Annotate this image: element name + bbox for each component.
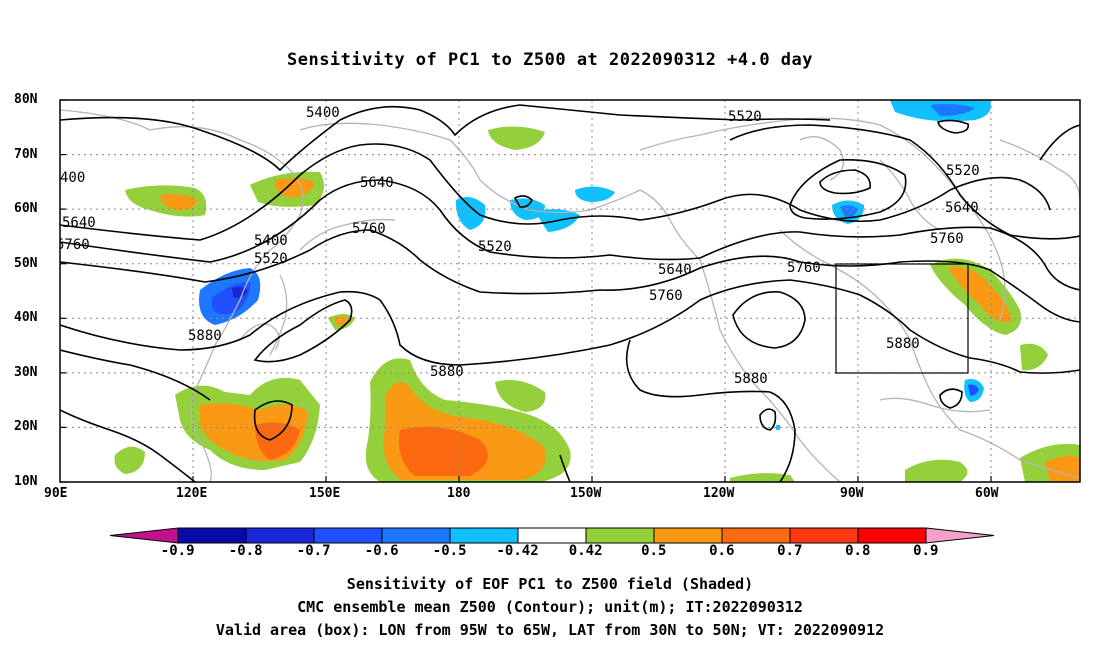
axis-ticks <box>60 99 992 483</box>
contour-label: 5640 <box>658 262 692 278</box>
colorbar-tick-label: 0.6 <box>709 543 735 559</box>
contour-label: 5640 <box>360 175 394 191</box>
colorbar-cell <box>653 527 723 544</box>
colorbar-cell <box>381 527 451 544</box>
contour-label: 5400 <box>254 233 288 249</box>
colorbar-tick-label: 0.5 <box>641 543 667 559</box>
lon-label: 150W <box>570 486 602 501</box>
colorbar-over-triangle <box>925 527 995 544</box>
lon-label: 90W <box>840 486 864 501</box>
lat-label: 10N <box>14 474 38 489</box>
shaded-sensitivity <box>114 100 1080 482</box>
colorbar-tick-label: -0.42 <box>496 543 539 559</box>
colorbar-cell <box>313 527 383 544</box>
lat-label: 50N <box>14 256 38 271</box>
colorbar-cell <box>517 527 587 544</box>
contour-label: 5760 <box>787 260 821 276</box>
contour-label: 5760 <box>930 231 964 247</box>
colorbar-cells <box>109 527 995 544</box>
contour-label: 5760 <box>352 221 386 237</box>
contour-label: 5520 <box>728 109 762 125</box>
map-title: Sensitivity of PC1 to Z500 at 2022090312… <box>286 50 813 70</box>
contour-label: 5400 <box>306 105 340 121</box>
contour-label: 5880 <box>734 371 768 387</box>
colorbar-cell <box>585 527 655 544</box>
colorbar-tick-label: 0.8 <box>845 543 871 559</box>
lat-label: 40N <box>14 310 38 325</box>
lon-label: 60W <box>975 486 999 501</box>
contour-label: 5640 <box>62 215 96 231</box>
caption-valid-area: Valid area (box): LON from 95W to 65W, L… <box>215 621 885 639</box>
plot-frame <box>59 99 1081 483</box>
contour-label: 5760 <box>649 288 683 304</box>
lat-label: 30N <box>14 365 38 380</box>
colorbar-tick-label: -0.5 <box>432 543 467 559</box>
colorbar-cell <box>449 527 519 544</box>
lat-label: 80N <box>14 92 38 107</box>
contour-label: 5880 <box>188 328 222 344</box>
coastlines <box>60 109 1080 482</box>
contour-label: 5760 <box>56 237 90 253</box>
contour-labels: 5400 5400 5520 400 5640 5760 5880 5640 5… <box>56 105 980 387</box>
lon-label: 180 <box>447 486 471 501</box>
contour-label: 5520 <box>946 163 980 179</box>
colorbar-cell <box>721 527 791 544</box>
gridlines <box>60 100 1080 482</box>
colorbar-tick-label: 0.7 <box>777 543 803 559</box>
contour-label: 5520 <box>254 251 288 267</box>
contour-label: 5520 <box>478 239 512 255</box>
lon-label: 90E <box>44 486 68 501</box>
contour-label: 5640 <box>945 200 979 216</box>
colorbar-cell <box>857 527 927 544</box>
colorbar-cell <box>789 527 859 544</box>
positive-region-tropics-west-peak <box>255 422 300 460</box>
colorbar-tick-label: -0.8 <box>228 543 263 559</box>
valid-area-box <box>835 263 969 374</box>
lon-label: 150E <box>309 486 341 501</box>
lat-label: 20N <box>14 419 38 434</box>
lon-label: 120E <box>176 486 208 501</box>
lon-label: 120W <box>703 486 735 501</box>
contour-label: 5880 <box>430 364 464 380</box>
colorbar-cell <box>245 527 315 544</box>
colorbar-tick-label: -0.6 <box>364 543 399 559</box>
colorbar-tick-label: -0.7 <box>296 543 331 559</box>
contour-label: 400 <box>60 170 85 186</box>
z500-contours <box>60 104 1080 482</box>
lat-label: 70N <box>14 147 38 162</box>
colorbar-tick-label: 0.9 <box>913 543 939 559</box>
colorbar-cell <box>177 527 247 544</box>
colorbar-under-triangle <box>109 527 179 544</box>
caption-contour: CMC ensemble mean Z500 (Contour); unit(m… <box>297 598 803 616</box>
colorbar-tick-label: 0.42 <box>568 543 603 559</box>
caption-shaded: Sensitivity of EOF PC1 to Z500 field (Sh… <box>346 575 754 593</box>
contour-label: 5880 <box>886 336 920 352</box>
lat-label: 60N <box>14 201 38 216</box>
colorbar-tick-label: -0.9 <box>160 543 195 559</box>
